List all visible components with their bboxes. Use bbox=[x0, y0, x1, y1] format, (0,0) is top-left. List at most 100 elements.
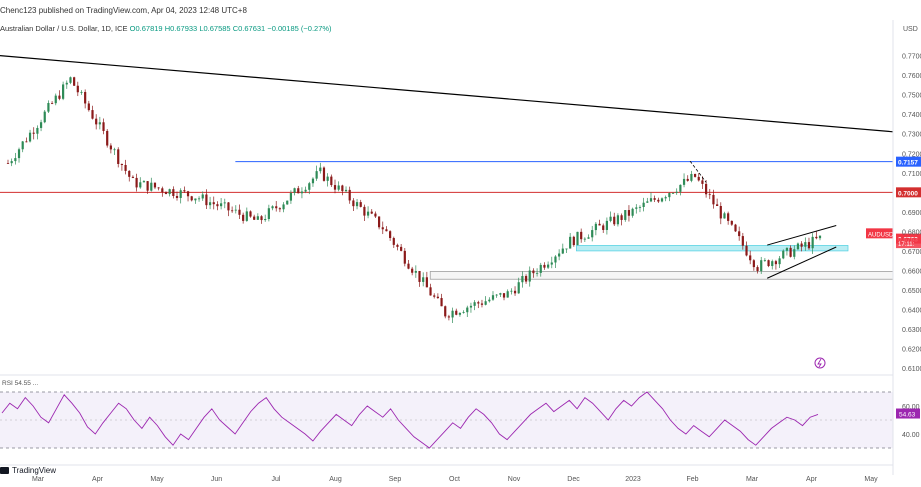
candle-body bbox=[113, 149, 116, 151]
candle-body bbox=[172, 189, 175, 196]
candle-body bbox=[142, 181, 146, 183]
candle-body bbox=[117, 149, 120, 164]
candle-body bbox=[613, 216, 616, 225]
candle-body bbox=[359, 202, 362, 207]
candle-body bbox=[433, 295, 436, 297]
candle-body bbox=[800, 243, 803, 247]
rsi-value-badge: 54.63 bbox=[899, 412, 916, 419]
candle-body bbox=[455, 310, 458, 315]
countdown-text-top: 17:11: bbox=[898, 242, 915, 248]
candle-body bbox=[389, 231, 392, 239]
candle-body bbox=[462, 312, 465, 314]
candle-body bbox=[653, 198, 656, 200]
candle-body bbox=[624, 210, 627, 220]
candle-body bbox=[69, 77, 72, 83]
candle-body bbox=[741, 236, 744, 246]
candle-body bbox=[701, 180, 704, 184]
candle-body bbox=[716, 204, 719, 207]
candle-body bbox=[745, 245, 748, 256]
candle-body bbox=[539, 264, 542, 273]
candle-body bbox=[609, 216, 612, 221]
time-tick-label: Oct bbox=[449, 476, 460, 483]
candle-body bbox=[242, 214, 245, 221]
candle-body bbox=[315, 171, 318, 179]
candle-body bbox=[370, 211, 373, 214]
lightning-bolt-icon bbox=[817, 358, 822, 368]
candle-body bbox=[730, 220, 733, 225]
candle-body bbox=[495, 294, 498, 296]
candle-body bbox=[631, 208, 634, 216]
candle-body bbox=[65, 82, 68, 85]
candle-body bbox=[491, 295, 495, 300]
publisher-caption: Chenc123 published on TradingView.com, A… bbox=[0, 6, 247, 15]
candle-body bbox=[480, 303, 484, 305]
candle-body bbox=[366, 211, 370, 216]
candle-body bbox=[183, 190, 186, 192]
candle-body bbox=[54, 95, 57, 104]
candle-body bbox=[161, 188, 164, 193]
rsi-label: RSI 54.55 ... bbox=[2, 380, 38, 387]
candle-body bbox=[62, 84, 65, 99]
rsi-pane[interactable]: RSI 54.55 ... 60.00 40.00 54.63 bbox=[0, 380, 920, 449]
candle-body bbox=[249, 211, 252, 217]
candle-body bbox=[208, 202, 212, 206]
candle-body bbox=[723, 213, 726, 219]
candle-body bbox=[502, 293, 506, 298]
candle-body bbox=[175, 195, 179, 198]
candle-body bbox=[594, 223, 597, 231]
candle-body bbox=[76, 85, 79, 93]
candle-body bbox=[627, 210, 631, 216]
candle-body bbox=[763, 260, 766, 261]
ohlc-high: H0.67933 bbox=[164, 24, 198, 33]
candle-body bbox=[708, 194, 711, 196]
candle-body bbox=[286, 200, 289, 205]
candle-body bbox=[458, 312, 462, 315]
candle-body bbox=[220, 203, 223, 207]
candle-body bbox=[558, 253, 561, 257]
candle-body bbox=[422, 277, 425, 282]
candle-body bbox=[436, 296, 439, 299]
candle-body bbox=[561, 248, 564, 254]
candle-body bbox=[469, 305, 473, 308]
candle-body bbox=[734, 224, 737, 232]
candle-body bbox=[80, 91, 83, 93]
candle-body bbox=[646, 201, 649, 203]
candle-body bbox=[488, 299, 491, 302]
candle-body bbox=[686, 178, 689, 181]
candle-body bbox=[179, 190, 182, 198]
rsi-tick-label: 60.00 bbox=[902, 404, 920, 411]
dashed-projection-line bbox=[689, 160, 707, 183]
candle-body bbox=[348, 189, 351, 201]
candle-body bbox=[738, 231, 741, 237]
candle-body bbox=[668, 193, 671, 198]
candle-body bbox=[124, 164, 127, 171]
candle-body bbox=[679, 184, 682, 192]
candle-body bbox=[58, 95, 61, 99]
candle-body bbox=[591, 230, 594, 238]
candle-body bbox=[304, 189, 307, 192]
candle-body bbox=[50, 103, 54, 104]
candle-body bbox=[411, 268, 414, 273]
candle-body bbox=[322, 167, 326, 181]
candle-body bbox=[190, 196, 193, 201]
candle-body bbox=[760, 260, 763, 271]
candle-body bbox=[91, 110, 94, 119]
ohlc-close: C0.67631 bbox=[232, 24, 266, 33]
candle-body bbox=[682, 178, 686, 185]
candle-body bbox=[811, 236, 814, 249]
candle-body bbox=[212, 202, 215, 205]
candle-body bbox=[135, 177, 138, 188]
candle-body bbox=[789, 247, 792, 257]
time-tick-label: Apr bbox=[92, 476, 104, 483]
tradingview-footer: TradingView bbox=[0, 466, 56, 475]
candle-body bbox=[47, 103, 50, 112]
candle-body bbox=[6, 163, 10, 164]
